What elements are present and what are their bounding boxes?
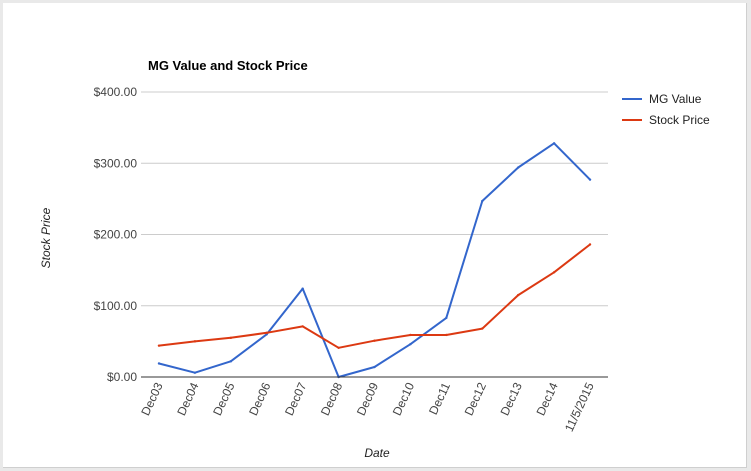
- data-point: [409, 343, 412, 346]
- x-tick-label: Dec05: [210, 380, 237, 418]
- data-point: [588, 178, 592, 181]
- legend-label: MG Value: [649, 92, 702, 106]
- data-point: [157, 362, 161, 365]
- y-tick-label: $0.00: [107, 370, 137, 384]
- data-point: [516, 166, 520, 169]
- series-lines: [157, 142, 592, 379]
- data-point: [301, 287, 304, 290]
- data-point: [481, 327, 484, 330]
- x-tick-label: Dec07: [282, 380, 309, 418]
- data-point: [552, 142, 556, 145]
- data-point: [445, 333, 448, 337]
- y-axis-title: Stock Price: [39, 207, 53, 268]
- data-point: [445, 316, 448, 320]
- data-point: [588, 243, 592, 246]
- y-tick-label: $200.00: [94, 228, 138, 242]
- x-tick-label: Dec10: [390, 380, 417, 418]
- x-tick-labels: Dec03 Dec04 Dec05 Dec06 Dec07 Dec08 Dec09 Dec10…: [138, 380, 597, 434]
- data-point: [193, 371, 197, 374]
- data-point: [229, 360, 233, 363]
- y-tick-label: $400.00: [94, 85, 138, 99]
- x-tick-label: Dec04: [174, 380, 201, 418]
- x-tick-label: Dec11: [426, 380, 453, 417]
- data-point: [337, 346, 340, 349]
- chart-title: MG Value and Stock Price: [148, 58, 308, 73]
- chart-card: MG Value and Stock Price $0.00 $100.00 $20…: [3, 3, 747, 468]
- data-point: [301, 325, 304, 328]
- data-point: [373, 339, 376, 342]
- data-point: [193, 340, 197, 343]
- x-tick-label: 11/5/2015: [562, 380, 597, 434]
- x-tick-label: Dec14: [533, 380, 560, 418]
- x-tick-label: Dec12: [462, 380, 489, 418]
- gridlines: [141, 91, 608, 307]
- data-point: [409, 333, 412, 337]
- x-tick-label: Dec09: [354, 380, 381, 418]
- data-point: [157, 344, 161, 347]
- x-axis-title: Date: [364, 446, 390, 460]
- data-point: [552, 271, 556, 274]
- x-tick-label: Dec13: [498, 380, 525, 418]
- x-tick-label: Dec06: [246, 380, 273, 418]
- data-point: [481, 199, 484, 203]
- line-chart: MG Value and Stock Price $0.00 $100.00 $20…: [39, 58, 710, 460]
- x-tick-label: Dec03: [138, 380, 165, 418]
- y-tick-labels: $0.00 $100.00 $200.00 $300.00 $400.00: [94, 85, 138, 384]
- series-line: [158, 142, 591, 378]
- data-point: [229, 336, 233, 340]
- y-tick-label: $300.00: [94, 156, 138, 170]
- x-tick-label: Dec08: [318, 380, 345, 418]
- y-tick-label: $100.00: [94, 299, 138, 313]
- data-point: [373, 365, 376, 369]
- legend: MG Value Stock Price: [622, 92, 710, 127]
- data-point: [265, 331, 268, 335]
- series-line: [158, 243, 591, 349]
- data-point: [516, 293, 520, 297]
- legend-label: Stock Price: [649, 113, 710, 127]
